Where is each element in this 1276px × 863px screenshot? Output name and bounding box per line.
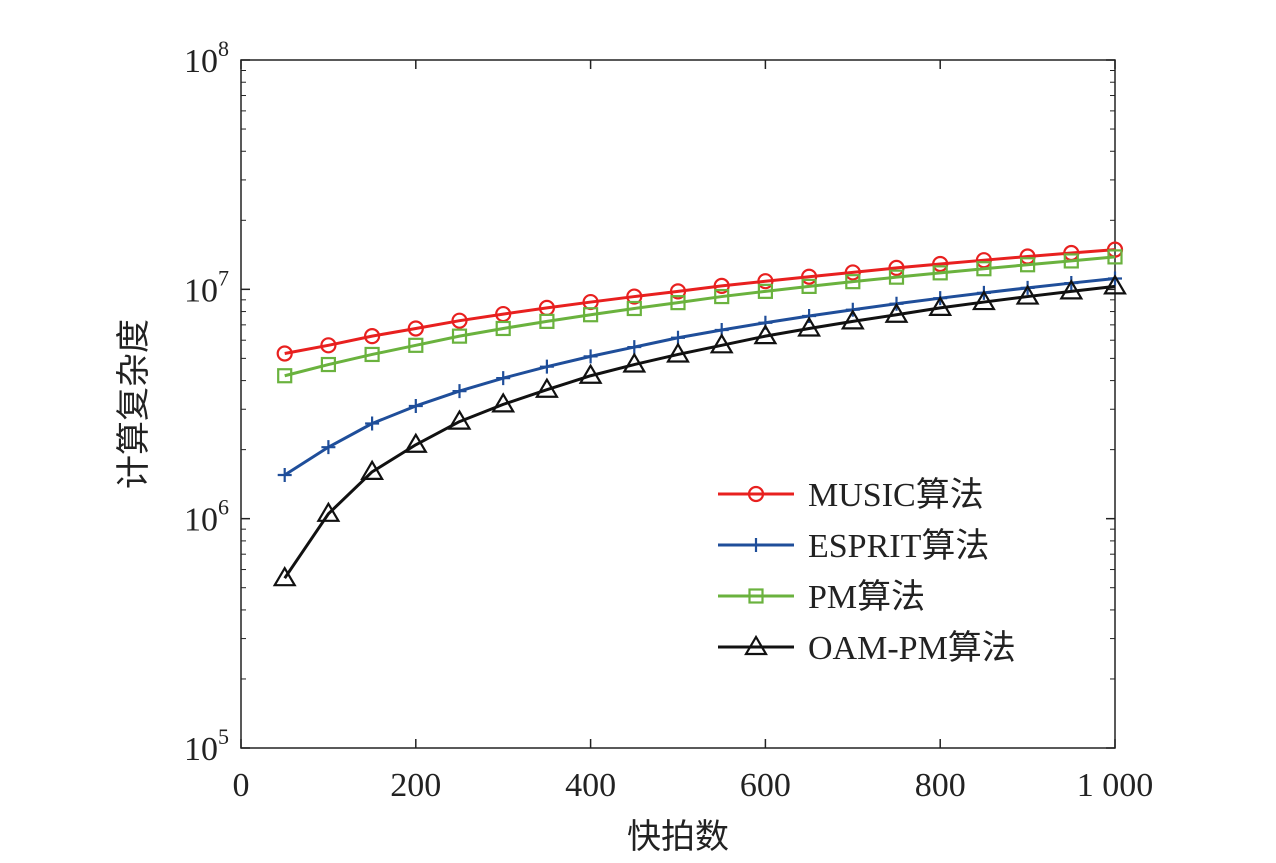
y-tick-label: 106 [184, 495, 229, 539]
legend-item: MUSIC算法 [718, 476, 984, 514]
data-point [496, 371, 511, 386]
data-point [1019, 257, 1036, 273]
data-point [534, 377, 559, 398]
x-tick-label: 400 [565, 767, 616, 804]
y-tick-label: 108 [184, 36, 229, 80]
data-point [884, 302, 909, 323]
data-point [495, 320, 511, 337]
data-point [403, 432, 428, 453]
series-layer [272, 241, 1127, 587]
data-point [844, 264, 861, 281]
data-point [452, 384, 467, 399]
data-point [1015, 284, 1040, 305]
data-point [753, 323, 778, 345]
data-point [316, 501, 341, 522]
legend-marker [749, 538, 763, 552]
data-point [365, 416, 380, 431]
series-3 [272, 274, 1127, 587]
data-point [709, 333, 734, 354]
data-point [582, 307, 599, 323]
data-point [626, 288, 643, 305]
data-point [321, 440, 336, 455]
data-point [539, 359, 554, 374]
y-tick-label: 107 [184, 265, 229, 309]
data-point [447, 409, 472, 430]
data-point [491, 392, 516, 413]
y-tick-label: 105 [184, 724, 229, 768]
data-point [539, 313, 555, 329]
data-point [578, 363, 603, 384]
data-point [364, 328, 381, 345]
data-point [1059, 279, 1084, 300]
data-point [272, 566, 297, 587]
data-point [713, 277, 730, 295]
x-tick-label: 1 000 [1077, 767, 1154, 804]
legend-label: ESPRIT算法 [808, 527, 989, 565]
legend-label: MUSIC算法 [808, 476, 984, 514]
x-tick-label: 0 [233, 767, 250, 804]
x-tick-label: 800 [915, 767, 966, 804]
data-point [407, 320, 424, 337]
data-point [757, 273, 774, 290]
data-point [932, 255, 949, 273]
data-point [888, 269, 905, 285]
data-point [408, 337, 424, 353]
data-point [800, 268, 818, 285]
data-point [840, 309, 865, 330]
data-point [670, 295, 686, 311]
data-point [622, 352, 647, 373]
data-point [276, 345, 293, 362]
legend-label: OAM-PM算法 [808, 629, 1016, 667]
data-point [801, 278, 817, 294]
data-point [971, 289, 996, 311]
data-point [277, 368, 293, 384]
x-axis: 0 200 400 600 800 1 000 [233, 60, 1154, 804]
legend-item: PM算法 [718, 578, 925, 616]
data-point [320, 337, 337, 354]
x-tick-label: 200 [390, 767, 441, 804]
series-2 [277, 249, 1123, 384]
data-point [364, 346, 380, 363]
legend-marker [748, 588, 764, 604]
series-line [283, 276, 1116, 477]
data-point [666, 342, 690, 363]
data-point [845, 274, 861, 290]
data-point [1103, 274, 1127, 295]
data-point [360, 459, 385, 480]
legend: MUSIC算法 ESPRIT算法 PM算法 OAM-PM算法 [718, 476, 1016, 667]
legend-marker [744, 634, 768, 656]
data-point [797, 316, 822, 337]
data-point [714, 288, 730, 305]
data-point [932, 265, 948, 281]
data-point [320, 356, 336, 373]
data-point [408, 398, 423, 413]
data-point [928, 295, 953, 316]
data-point [627, 340, 642, 355]
plot-frame [240, 59, 1116, 749]
x-axis-title: 快拍数 [627, 817, 729, 857]
y-axis-title: 计算复杂度 [114, 319, 154, 489]
y-axis: 105 106 107 108 [184, 36, 1115, 768]
data-point [1063, 253, 1079, 269]
data-point [451, 312, 468, 329]
data-point [669, 283, 687, 300]
data-point [277, 468, 292, 483]
legend-label: PM算法 [808, 578, 925, 616]
data-point [888, 259, 905, 277]
legend-item: ESPRIT算法 [718, 527, 989, 565]
legend-marker [747, 485, 765, 503]
data-point [626, 300, 642, 317]
data-point [976, 261, 992, 277]
data-point [975, 252, 993, 269]
data-point [451, 328, 468, 344]
x-tick-label: 600 [740, 767, 791, 804]
legend-item: OAM-PM算法 [718, 629, 1016, 667]
data-point [757, 283, 774, 299]
data-point [583, 349, 598, 364]
data-point [802, 309, 817, 324]
data-point [1107, 249, 1123, 265]
